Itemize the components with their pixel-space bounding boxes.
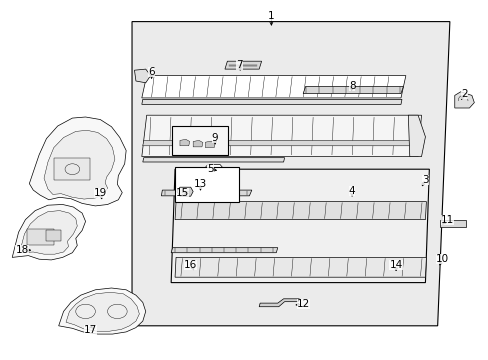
- Polygon shape: [161, 190, 251, 196]
- Text: 5: 5: [206, 164, 213, 174]
- Text: 10: 10: [435, 254, 448, 264]
- Bar: [439, 220, 465, 227]
- Text: 15: 15: [175, 188, 189, 198]
- Text: 19: 19: [93, 188, 107, 198]
- Polygon shape: [29, 117, 126, 206]
- Polygon shape: [205, 165, 222, 170]
- Polygon shape: [303, 86, 403, 94]
- Text: 8: 8: [348, 81, 355, 91]
- Text: 3: 3: [421, 175, 428, 185]
- Polygon shape: [205, 141, 215, 148]
- Polygon shape: [193, 140, 203, 147]
- Bar: [172, 126, 228, 155]
- Text: 11: 11: [440, 215, 453, 225]
- Polygon shape: [132, 22, 449, 326]
- Polygon shape: [171, 169, 428, 283]
- Text: 4: 4: [348, 186, 355, 196]
- Polygon shape: [171, 248, 277, 253]
- Text: 6: 6: [148, 67, 155, 77]
- Polygon shape: [142, 158, 284, 162]
- Bar: [175, 167, 238, 202]
- Polygon shape: [142, 99, 401, 104]
- Text: 18: 18: [15, 245, 29, 255]
- Text: 13: 13: [193, 179, 207, 189]
- Polygon shape: [224, 61, 261, 69]
- Polygon shape: [12, 204, 85, 260]
- Polygon shape: [44, 130, 115, 199]
- Polygon shape: [59, 288, 145, 334]
- Text: 7: 7: [236, 60, 243, 70]
- Polygon shape: [407, 115, 425, 157]
- Polygon shape: [259, 299, 299, 307]
- Polygon shape: [20, 211, 77, 254]
- Polygon shape: [454, 92, 473, 108]
- Polygon shape: [175, 202, 426, 220]
- Text: 14: 14: [388, 260, 402, 270]
- Polygon shape: [142, 76, 405, 98]
- Polygon shape: [142, 140, 415, 146]
- Text: 16: 16: [183, 260, 197, 270]
- Bar: [27, 229, 54, 245]
- Text: 9: 9: [211, 132, 218, 143]
- Text: 12: 12: [296, 299, 309, 309]
- Polygon shape: [142, 115, 421, 157]
- Polygon shape: [180, 139, 189, 146]
- Text: 17: 17: [83, 325, 97, 336]
- Polygon shape: [177, 187, 193, 196]
- Bar: [54, 158, 90, 180]
- Polygon shape: [134, 69, 150, 83]
- Text: 2: 2: [460, 89, 467, 99]
- Text: 1: 1: [267, 11, 274, 21]
- Polygon shape: [175, 257, 426, 277]
- Polygon shape: [66, 292, 139, 331]
- Bar: [46, 230, 61, 241]
